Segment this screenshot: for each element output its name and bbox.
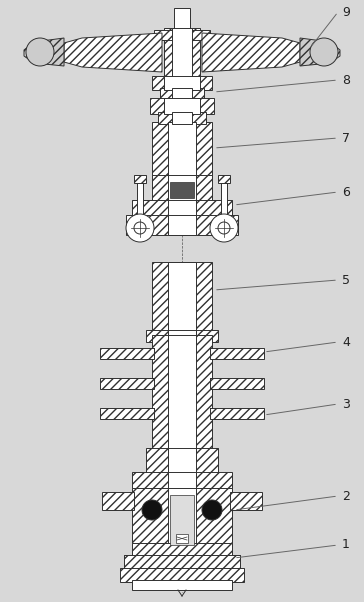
Text: 2: 2 xyxy=(342,489,350,503)
Polygon shape xyxy=(202,33,300,72)
Bar xyxy=(100,408,154,419)
Bar xyxy=(170,182,194,198)
Bar xyxy=(174,8,190,40)
Text: 3: 3 xyxy=(342,397,350,411)
Bar xyxy=(152,262,212,337)
Text: 7: 7 xyxy=(342,131,350,144)
Bar xyxy=(168,488,196,543)
Bar xyxy=(100,348,154,359)
Text: 4: 4 xyxy=(342,335,350,349)
Bar xyxy=(168,175,196,205)
Bar xyxy=(134,175,146,183)
Bar xyxy=(100,378,154,389)
Text: 1: 1 xyxy=(342,539,350,551)
Circle shape xyxy=(126,214,154,242)
Bar xyxy=(210,378,264,389)
Bar xyxy=(158,112,206,124)
Bar xyxy=(168,335,196,455)
Circle shape xyxy=(210,214,238,242)
Bar xyxy=(230,492,262,510)
Bar xyxy=(120,568,244,582)
Bar xyxy=(164,28,200,78)
Bar xyxy=(137,183,143,218)
Bar xyxy=(168,200,196,218)
Bar xyxy=(146,448,218,478)
Polygon shape xyxy=(64,33,162,72)
Bar xyxy=(132,200,232,218)
Bar xyxy=(168,448,196,478)
Polygon shape xyxy=(300,38,340,66)
Bar xyxy=(168,472,196,488)
Bar xyxy=(168,330,196,342)
Bar xyxy=(132,488,232,543)
Bar xyxy=(172,112,192,124)
Bar xyxy=(176,534,188,543)
Text: 6: 6 xyxy=(342,185,350,199)
Bar xyxy=(152,175,212,205)
Bar xyxy=(164,98,200,114)
Circle shape xyxy=(142,500,162,520)
Bar xyxy=(132,543,232,557)
Circle shape xyxy=(310,38,338,66)
Bar xyxy=(132,472,232,488)
Bar xyxy=(132,580,232,590)
Bar xyxy=(170,495,194,545)
Bar xyxy=(152,122,212,177)
Bar xyxy=(124,555,240,571)
Bar xyxy=(221,183,227,218)
Text: 5: 5 xyxy=(342,273,350,287)
Bar xyxy=(152,335,212,455)
Circle shape xyxy=(202,500,222,520)
Bar xyxy=(126,215,238,235)
Circle shape xyxy=(218,222,230,234)
Bar xyxy=(210,348,264,359)
Bar xyxy=(152,76,212,90)
Bar xyxy=(154,30,210,40)
Bar xyxy=(172,88,192,100)
Bar xyxy=(102,492,134,510)
Text: 8: 8 xyxy=(342,73,350,87)
Polygon shape xyxy=(24,38,64,66)
Bar xyxy=(172,28,192,78)
Text: 9: 9 xyxy=(342,5,350,19)
Bar xyxy=(168,122,196,177)
Bar xyxy=(160,88,204,100)
Circle shape xyxy=(26,38,54,66)
Bar xyxy=(146,330,218,342)
Bar xyxy=(168,262,196,337)
Bar xyxy=(168,215,196,235)
Bar xyxy=(124,555,240,571)
Bar xyxy=(218,175,230,183)
Bar xyxy=(210,408,264,419)
Bar xyxy=(150,98,214,114)
Circle shape xyxy=(134,222,146,234)
Bar xyxy=(164,76,200,90)
